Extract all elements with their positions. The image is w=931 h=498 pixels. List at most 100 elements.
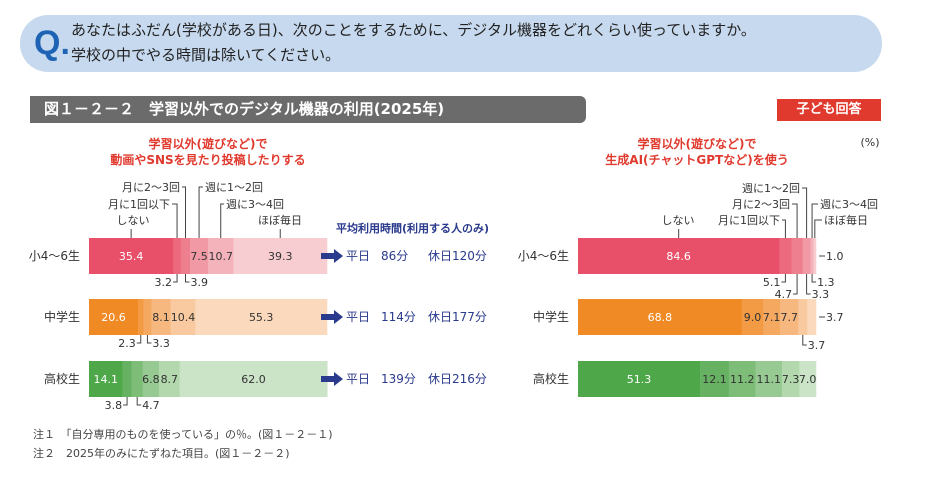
legend-label: 週に3～4回 bbox=[226, 198, 284, 211]
legend-label: 月に2～3回 bbox=[122, 181, 180, 194]
data-label: 39.3 bbox=[268, 250, 293, 263]
legend-label: ほぼ毎日 bbox=[258, 214, 302, 227]
legend-label: 月に1回以下 bbox=[718, 214, 780, 227]
bar-segment-0 bbox=[89, 361, 123, 397]
weekday-time: 86分 bbox=[381, 249, 408, 263]
arrow-icon bbox=[321, 372, 343, 386]
legend-leader bbox=[198, 186, 203, 238]
data-label: 3.9 bbox=[191, 276, 209, 289]
row-label: 小4～6生 bbox=[29, 249, 80, 263]
data-label: 35.4 bbox=[119, 250, 144, 263]
bar-segment-0 bbox=[578, 361, 701, 397]
bar-segment-2 bbox=[728, 361, 756, 397]
bar-segment-3 bbox=[780, 299, 799, 335]
chart-title: 生成AI(チャットGPTなど)を使う bbox=[605, 152, 788, 167]
bar-segment-3 bbox=[190, 238, 209, 274]
data-label: 3.3 bbox=[812, 288, 830, 301]
arrow-icon bbox=[321, 310, 343, 324]
bar-segment-5 bbox=[179, 361, 328, 397]
data-label: 12.1 bbox=[702, 373, 727, 386]
bar-segment-1 bbox=[138, 299, 144, 335]
data-label: 68.8 bbox=[648, 311, 673, 324]
question-box bbox=[20, 15, 882, 72]
data-label: 4.7 bbox=[142, 399, 160, 412]
leader-line bbox=[146, 335, 152, 344]
data-label: 2.3 bbox=[118, 337, 136, 350]
bar-segment-2 bbox=[791, 238, 803, 274]
bar-segment-4 bbox=[158, 361, 180, 397]
legend-leader bbox=[811, 203, 818, 238]
row-label: 中学生 bbox=[44, 309, 80, 324]
data-label: 8.7 bbox=[161, 373, 179, 386]
bar-segment-2 bbox=[143, 299, 152, 335]
data-label: 4.7 bbox=[775, 288, 793, 301]
data-label: 7.7 bbox=[780, 311, 798, 324]
row-label: 高校生 bbox=[533, 371, 569, 386]
leader-line bbox=[806, 274, 811, 295]
leader-line bbox=[173, 274, 178, 283]
bar-segment-0 bbox=[578, 299, 743, 335]
data-label: 1.3 bbox=[817, 276, 835, 289]
data-label: 62.0 bbox=[241, 373, 266, 386]
bar-segment-4 bbox=[798, 299, 808, 335]
row-label: 小4～6生 bbox=[518, 249, 569, 263]
question-line-2: 学校の中でやる時間は除いてください。 bbox=[71, 46, 341, 64]
data-label: 84.6 bbox=[666, 250, 691, 263]
leader-line bbox=[136, 397, 142, 406]
leader-line bbox=[123, 397, 128, 406]
data-label: 5.1 bbox=[763, 276, 781, 289]
bar-segment-5 bbox=[195, 299, 328, 335]
bar-segment-3 bbox=[755, 361, 783, 397]
legend-label: ほぼ毎日 bbox=[824, 214, 868, 227]
bar-segment-1 bbox=[122, 361, 132, 397]
legend-leader bbox=[172, 203, 178, 238]
bar-segment-1 bbox=[700, 361, 730, 397]
legend-label: しない bbox=[662, 214, 695, 227]
bar-segment-1 bbox=[779, 238, 792, 274]
arrow-icon bbox=[321, 249, 343, 263]
bar-segment-5 bbox=[807, 299, 817, 335]
chart-title: 学習以外(遊びなど)で bbox=[149, 136, 268, 151]
weekday-label: 平日 bbox=[346, 310, 370, 324]
note-1: 注１ 「自分専用のものを使っている」の％。(図１－２－１) bbox=[33, 428, 333, 441]
weekday-label: 平日 bbox=[346, 372, 370, 386]
leader-line bbox=[802, 335, 807, 346]
data-label: 7.3 bbox=[782, 373, 800, 386]
legend-leader bbox=[814, 219, 822, 238]
legend-label: 週に3～4回 bbox=[820, 198, 878, 211]
data-label: 20.6 bbox=[101, 311, 126, 324]
data-label: 14.1 bbox=[94, 373, 119, 386]
legend-leader bbox=[182, 186, 187, 238]
bar-segment-1 bbox=[741, 299, 764, 335]
leader-line bbox=[136, 335, 142, 344]
note-2: 注２ 2025年のみにたずねた項目。(図１－２－２) bbox=[33, 447, 290, 460]
leader-line bbox=[781, 274, 786, 283]
weekday-time: 114分 bbox=[381, 310, 416, 324]
bar-segment-1 bbox=[173, 238, 182, 274]
data-label: 8.1 bbox=[152, 311, 170, 324]
leader-line bbox=[811, 274, 817, 283]
question-mark: Q. bbox=[34, 24, 70, 62]
legend-label: 週に1～2回 bbox=[205, 181, 263, 194]
bar-segment-0 bbox=[89, 299, 139, 335]
data-label: 3.7 bbox=[808, 339, 826, 352]
data-label: 11.1 bbox=[757, 373, 782, 386]
data-label: 9.0 bbox=[744, 311, 762, 324]
weekday-label: 平日 bbox=[346, 249, 370, 263]
data-label: 51.3 bbox=[627, 373, 652, 386]
data-label: 10.4 bbox=[171, 311, 196, 324]
bar-segment-5 bbox=[813, 238, 817, 274]
data-label: 7.1 bbox=[763, 311, 781, 324]
legend-label: 週に1～2回 bbox=[742, 182, 800, 195]
legend-leader bbox=[782, 219, 786, 238]
bar-segment-2 bbox=[763, 299, 781, 335]
data-label: 55.3 bbox=[249, 311, 274, 324]
avg-time-header: 平均利用時間(利用する人のみ) bbox=[336, 221, 489, 235]
legend-leader bbox=[792, 203, 798, 238]
legend-leader bbox=[802, 187, 808, 238]
bar-segment-4 bbox=[810, 238, 814, 274]
legend-label: 月に2～3回 bbox=[732, 198, 790, 211]
leader-line bbox=[185, 274, 190, 283]
bar-segment-5 bbox=[233, 238, 328, 274]
